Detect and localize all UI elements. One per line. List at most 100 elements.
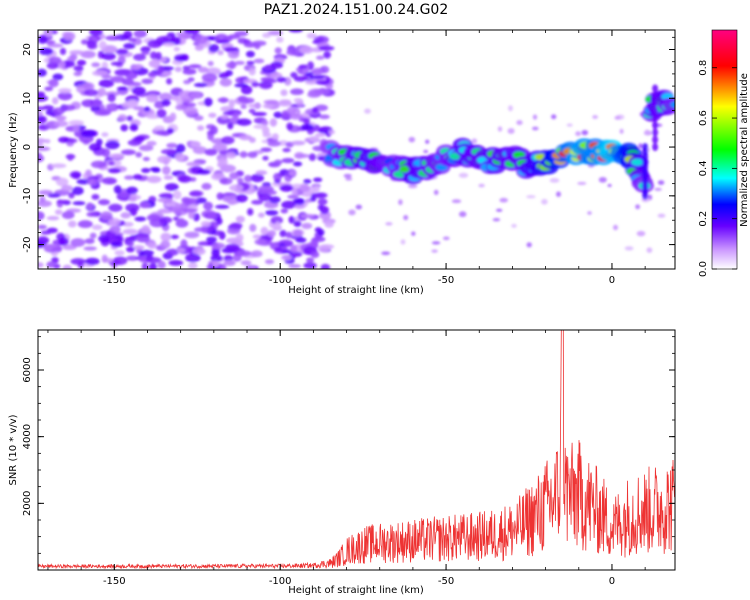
heatmap-cell-697 [85,169,92,177]
heatmap-cell-833 [189,92,202,99]
heatmap-cell-945 [635,204,641,210]
colorbar-label: Normalized spectral amplitude [739,73,750,227]
heatmap-cell-761 [157,260,166,269]
heatmap-cell-797 [223,47,239,52]
heatmap-cell-522 [229,172,239,180]
heatmap-cell-535 [239,151,248,158]
heatmap-cell-967 [644,129,650,134]
heatmap-cell-258 [70,258,86,265]
heatmap-cell-781 [133,30,147,38]
heatmap-cell-820 [127,99,139,108]
heatmap-cell-189 [142,156,150,162]
heatmap-cell-776 [62,264,72,269]
heatmap-cell-516 [285,231,293,239]
colorbar-tick-label-1: 0.2 [698,211,709,227]
heatmap-cell-547 [38,236,50,245]
heatmap-cell-1219 [631,158,644,166]
heatmap-cell-933 [624,246,634,251]
heatmap-cell-360 [214,204,230,209]
heatmap-cell-496 [195,197,207,204]
heatmap-cell-728 [186,161,201,167]
snr-ytick-label-1: 4000 [22,424,33,449]
heatmap-cell-867 [241,97,255,104]
heatmap-cell-55 [260,147,272,153]
heatmap-cell-1253 [670,101,675,108]
spectrogram-ytick-label-1: -10 [22,188,33,204]
heatmap-cell-40 [201,182,212,190]
heatmap-cell-225 [115,48,129,55]
heatmap-cell-176 [251,199,264,205]
heatmap-cell-465 [262,32,272,38]
heatmap-cell-1271 [652,99,659,108]
colorbar-ticks: 0.0 0.2 0.4 0.6 0.8 [698,60,737,277]
heatmap-cell-628 [291,140,306,146]
heatmap-cell-372 [38,146,51,152]
heatmap-cell-838 [131,86,146,95]
heatmap-cell-407 [58,237,69,246]
heatmap-cell-133 [316,55,325,60]
heatmap-cell-906 [408,136,416,143]
heatmap-cell-380 [159,208,169,214]
heatmap-cell-328 [223,255,234,262]
heatmap-cell-542 [309,75,325,80]
heatmap-cell-445 [219,78,232,87]
heatmap-cell-594 [219,177,233,185]
heatmap-cell-821 [194,35,208,44]
heatmap-cell-75 [240,104,247,110]
heatmap-cell-596 [267,140,281,147]
heatmap-cell-375 [287,194,299,199]
heatmap-cell-563 [177,217,185,225]
heatmap-cell-751 [101,177,118,185]
heatmap-cell-1267 [652,128,659,137]
heatmap-cell-254 [38,224,47,230]
heatmap-cell-487 [94,110,111,116]
heatmap-cell-595 [313,88,330,95]
heatmap-cell-207 [281,157,295,164]
heatmap-cell-972 [532,114,538,120]
heatmap-cell-437 [216,192,224,200]
heatmap-cell-874 [212,260,220,268]
heatmap-cell-146 [120,124,129,132]
heatmap-cell-572 [58,88,72,94]
heatmap-cell-941 [598,176,607,183]
heatmap-cell-304 [291,187,298,197]
heatmap-cell-832 [308,153,317,162]
spectrogram-frame [37,29,676,270]
heatmap-cell-931 [497,126,503,132]
heatmap-cell-643 [250,173,265,183]
heatmap-cell-378 [247,151,258,158]
heatmap-cell-47 [59,47,67,56]
heatmap-cell-149 [288,263,302,269]
heatmap-cell-238 [218,263,227,269]
heatmap-cell-753 [68,119,85,126]
heatmap-cell-788 [298,64,308,70]
heatmap-cell-693 [164,202,176,208]
heatmap-cell-779 [318,45,335,51]
heatmap-cell-426 [208,112,217,118]
heatmap-cell-523 [38,36,48,44]
heatmap-cell-227 [184,231,200,239]
heatmap-cell-735 [310,250,320,259]
heatmap-cell-893 [211,242,226,249]
heatmap-cell-825 [176,248,186,253]
heatmap-cell-985 [458,211,467,218]
heatmap-cell-1273 [652,84,659,93]
heatmap-cell-569 [108,161,115,166]
heatmap-cell-784 [215,39,230,44]
heatmap-cell-739 [200,220,211,228]
heatmap-cell-701 [105,103,115,110]
spectrogram-ytick-label-2: 0 [22,144,33,150]
heatmap-cell-610 [294,153,310,159]
heatmap-cell-955 [646,247,653,253]
heatmap-cell-801 [155,129,169,136]
heatmap-cell-456 [163,175,174,180]
heatmap-cell-868 [246,60,255,65]
heatmap-cell-214 [100,211,113,220]
heatmap-cell-885 [101,148,111,158]
heatmap-cell-747 [255,170,268,176]
heatmap-cell-800 [208,44,220,53]
heatmap-cell-900 [549,178,560,183]
heatmap-cell-856 [181,197,191,203]
heatmap-cell-381 [267,30,284,36]
